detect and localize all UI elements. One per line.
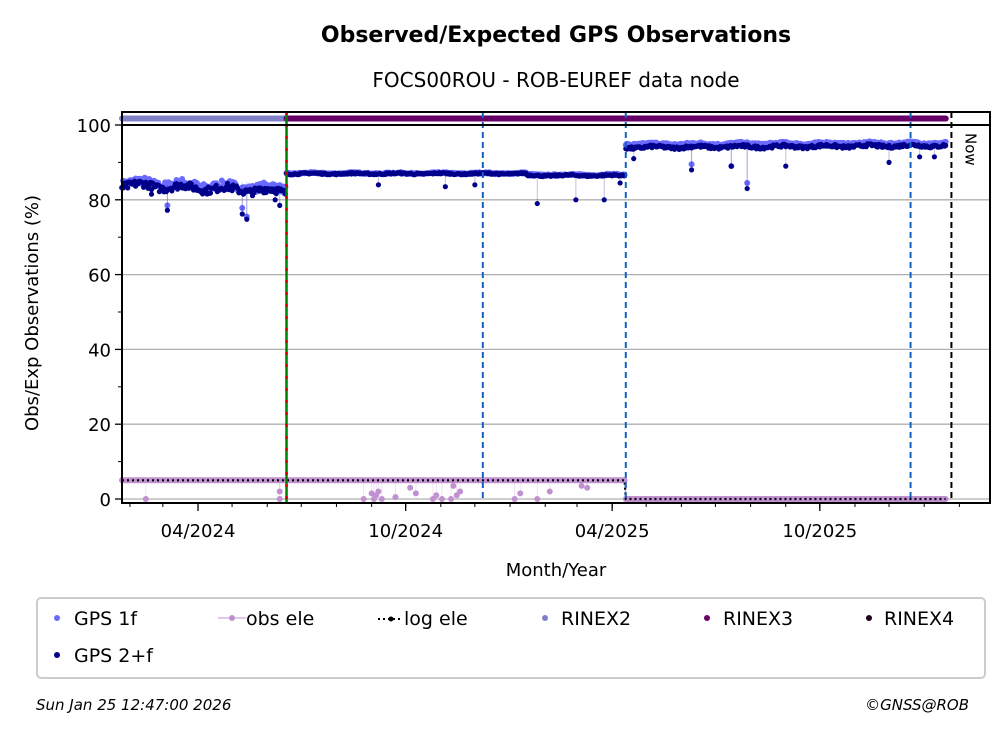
outlier-point bbox=[511, 496, 518, 502]
outlier-point bbox=[407, 484, 414, 491]
data-point bbox=[213, 182, 219, 188]
series-log-ele bbox=[122, 479, 946, 501]
outlier-point bbox=[546, 488, 553, 495]
y-tick-label: 100 bbox=[77, 116, 111, 137]
outlier-point bbox=[378, 496, 385, 502]
data-marks bbox=[119, 112, 953, 503]
x-axis-label: Month/Year bbox=[506, 560, 607, 581]
legend-label-gps-2f: GPS 2+f bbox=[74, 645, 154, 667]
outlier-point bbox=[412, 490, 419, 497]
outlier-point bbox=[728, 163, 734, 169]
y-tick-label: 20 bbox=[88, 415, 111, 436]
outlier-point bbox=[578, 482, 585, 489]
legend-label-rinex2: RINEX2 bbox=[561, 608, 631, 630]
outlier-point bbox=[375, 182, 382, 188]
outlier-point bbox=[783, 163, 789, 169]
log-ele-line bbox=[122, 479, 946, 501]
plot-frame bbox=[121, 124, 991, 504]
outlier-point bbox=[517, 490, 524, 497]
outlier-point bbox=[688, 167, 695, 173]
data-point bbox=[207, 190, 214, 196]
outlier-point bbox=[584, 484, 591, 491]
outlier-point bbox=[276, 496, 283, 502]
legend-label-obs-ele: obs ele bbox=[246, 608, 314, 630]
legend-marker-gps-1f bbox=[54, 615, 60, 621]
outlier-point bbox=[534, 200, 540, 207]
outlier-point bbox=[631, 156, 637, 162]
data-point bbox=[125, 185, 131, 191]
y-tick-label: 80 bbox=[88, 191, 111, 212]
legend-marker-log-ele bbox=[388, 616, 394, 622]
legend-marker-rinex4 bbox=[866, 615, 872, 621]
outlier-point bbox=[277, 202, 283, 209]
legend-label-gps-1f: GPS 1f bbox=[74, 608, 138, 630]
chart-title: Observed/Expected GPS Observations bbox=[321, 23, 791, 48]
outlier-point bbox=[688, 161, 695, 168]
outlier-point bbox=[239, 205, 246, 212]
outlier-point bbox=[392, 494, 399, 501]
outlier-point bbox=[917, 154, 923, 160]
outlier-point bbox=[744, 185, 750, 192]
outlier-point bbox=[744, 179, 751, 186]
outlier-point bbox=[617, 180, 623, 186]
legend: GPS 1f obs ele log ele RINEX2 RINEX3 RIN… bbox=[36, 597, 986, 679]
outlier-point bbox=[164, 207, 170, 213]
x-tick-label: 10/2025 bbox=[782, 521, 857, 542]
outlier-point bbox=[438, 496, 445, 502]
now-label: Now bbox=[961, 133, 979, 166]
chart-subtitle: FOCS00ROU - ROB-EUREF data node bbox=[372, 68, 739, 92]
legend-label-rinex3: RINEX3 bbox=[723, 608, 793, 630]
outlier-point bbox=[164, 202, 171, 209]
legend-marker-rinex2 bbox=[542, 615, 548, 621]
outlier-point bbox=[276, 488, 283, 495]
outlier-point bbox=[375, 488, 382, 495]
legend-marker-rinex3 bbox=[704, 615, 710, 621]
data-point bbox=[224, 180, 231, 186]
outlier-point bbox=[534, 496, 541, 502]
data-point bbox=[943, 142, 949, 149]
outlier-point bbox=[457, 488, 464, 495]
outlier-point bbox=[433, 492, 440, 499]
outlier-point bbox=[448, 496, 455, 502]
series-gps-1f bbox=[119, 138, 949, 220]
outlier-point bbox=[142, 496, 149, 502]
y-tick-label: 0 bbox=[100, 490, 111, 511]
outlier-point bbox=[472, 182, 478, 188]
legend-marker-obs-ele bbox=[229, 615, 235, 621]
legend-label-log-ele: log ele bbox=[404, 608, 468, 630]
legend-marker-gps-2f bbox=[54, 652, 60, 658]
grid-lines bbox=[122, 124, 990, 500]
data-point bbox=[263, 189, 269, 196]
axes: 0 20 40 60 80 100 04/2024 10/2024 04/2025 10/2025 bbox=[77, 111, 991, 542]
outlier-point bbox=[368, 490, 375, 497]
footer-timestamp: Sun Jan 25 12:47:00 2026 bbox=[36, 696, 231, 714]
x-tick-label: 04/2025 bbox=[575, 521, 650, 542]
x-tick-label: 10/2024 bbox=[368, 521, 443, 542]
y-tick-label: 60 bbox=[88, 266, 111, 287]
x-tick-label: 04/2024 bbox=[161, 521, 236, 542]
outlier-point bbox=[239, 211, 245, 217]
footer-copyright: ©GNSS@ROB bbox=[865, 696, 969, 714]
legend-box bbox=[36, 597, 986, 679]
outlier-point bbox=[442, 184, 448, 190]
legend-label-rinex4: RINEX4 bbox=[884, 608, 954, 630]
outlier-point bbox=[886, 159, 892, 165]
outlier-point bbox=[450, 482, 457, 489]
outlier-point bbox=[601, 197, 607, 203]
outlier-point bbox=[272, 197, 278, 203]
outlier-point bbox=[148, 191, 155, 197]
outlier-point bbox=[931, 154, 938, 160]
data-point bbox=[621, 477, 628, 484]
y-axis-label: Obs/Exp Observations (%) bbox=[22, 195, 43, 431]
outlier-point bbox=[573, 197, 579, 203]
outlier-point bbox=[244, 216, 250, 222]
series-gps-2-f bbox=[119, 141, 949, 222]
y-tick-label: 40 bbox=[88, 340, 111, 361]
outlier-point bbox=[360, 496, 367, 502]
